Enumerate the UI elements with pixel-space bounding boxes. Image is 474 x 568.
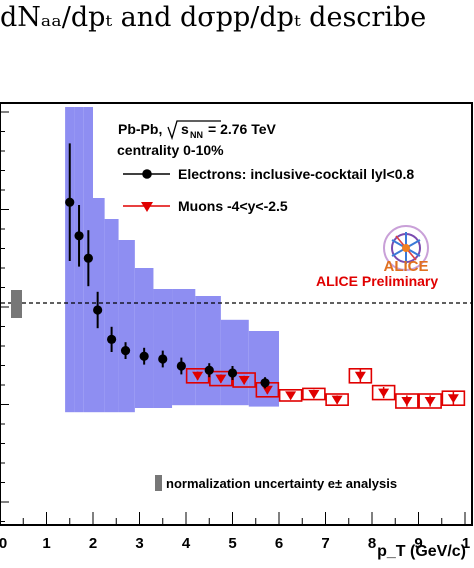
electron-sys-box-11	[248, 331, 279, 407]
muon-point-7	[354, 371, 366, 381]
electron-point-6	[139, 351, 149, 361]
electron-point-1	[74, 231, 84, 241]
x-tick-label-0: 0	[0, 535, 7, 552]
legend-muon-label: Muons -4<y<-2.5	[178, 198, 288, 214]
x-tick-label-1: 1	[42, 535, 50, 552]
electron-sys-box-5	[118, 240, 135, 413]
legend-electron-label: Electrons: inclusive-cocktail lyl<0.8	[178, 166, 414, 182]
muon-point-4	[285, 391, 297, 401]
muon-sys-box-6	[325, 393, 349, 406]
x-tick-label-8: 8	[368, 535, 376, 552]
electron-point-11	[260, 378, 270, 388]
energy-label: = 2.76 TeV	[208, 121, 277, 137]
document-header-text: dNₐₐ/dpₜ and dσpp/dpₜ describe	[0, 2, 427, 33]
electron-sys-box-9	[195, 296, 221, 406]
muon-series	[192, 368, 459, 407]
electron-sys-box-10	[220, 319, 249, 406]
muon-point-0	[192, 371, 204, 381]
electron-sys-box-7	[153, 289, 173, 408]
muon-sys-box-5	[302, 387, 326, 401]
legend-muon-marker	[141, 202, 153, 212]
electron-point-8	[176, 361, 186, 371]
electron-series	[65, 143, 270, 389]
muon-sys-box-10	[418, 393, 442, 409]
electron-point-7	[158, 354, 168, 364]
legend-electron-marker	[142, 169, 152, 179]
centrality-label: centrality 0-10%	[117, 142, 224, 158]
muon-sys-box-8	[371, 384, 396, 401]
muon-sys-box-4	[278, 388, 303, 402]
electron-sys-box-3	[93, 198, 105, 413]
x-tick-label-4: 4	[182, 535, 191, 552]
muon-point-8	[378, 388, 390, 398]
electron-point-0	[65, 197, 75, 207]
x-tick-label-6: 6	[275, 535, 283, 552]
x-tick-label-7: 7	[321, 535, 329, 552]
muon-point-9	[401, 397, 413, 406]
x-axis-ticks: 0 1 2 3 4 5 6 7 8 9 1	[0, 512, 470, 552]
electron-point-9	[204, 365, 214, 375]
x-tick-label-2: 2	[89, 535, 97, 552]
muon-point-1	[215, 374, 227, 384]
alice-logo: ALICE	[383, 225, 431, 275]
electron-point-5	[120, 346, 131, 356]
x-tick-label-9: 9	[414, 535, 422, 552]
muon-point-11	[447, 394, 459, 404]
muon-sys-box-9	[395, 393, 419, 409]
electron-point-10	[227, 368, 238, 378]
muon-point-10	[424, 397, 436, 406]
electron-point-3	[93, 305, 103, 315]
legend: Pb-Pb, s NN = 2.76 TeV centrality 0-10% …	[117, 120, 414, 214]
left-axis-ticks	[1, 111, 9, 522]
electron-point-2	[83, 253, 93, 263]
electron-sys-box-4	[104, 219, 119, 413]
muon-point-2	[238, 376, 250, 385]
x-tick-label-3: 3	[135, 535, 143, 552]
sqrt-snn-symbol: s NN	[167, 120, 221, 141]
muon-point-6	[331, 395, 343, 405]
legend-normalization-box	[155, 475, 162, 491]
x-axis-label: p_T (GeV/c)	[377, 543, 466, 560]
muon-point-5	[308, 390, 320, 399]
normalization-label: normalization uncertainty e± analysis	[166, 476, 397, 491]
normalization-uncertainty-box	[11, 290, 22, 318]
system-label: Pb-Pb,	[118, 121, 162, 137]
electron-sys-box-8	[172, 289, 196, 406]
svg-text:NN: NN	[190, 130, 203, 140]
x-tick-label-10: 1	[462, 535, 470, 552]
svg-text:s: s	[181, 121, 189, 137]
x-tick-label-5: 5	[228, 535, 236, 552]
electron-sys-box-6	[134, 268, 154, 408]
electron-point-4	[107, 334, 117, 344]
plot-frame	[0, 102, 473, 526]
alice-logo-text: ALICE	[384, 258, 429, 275]
alice-preliminary-label: ALICE Preliminary	[316, 273, 438, 289]
